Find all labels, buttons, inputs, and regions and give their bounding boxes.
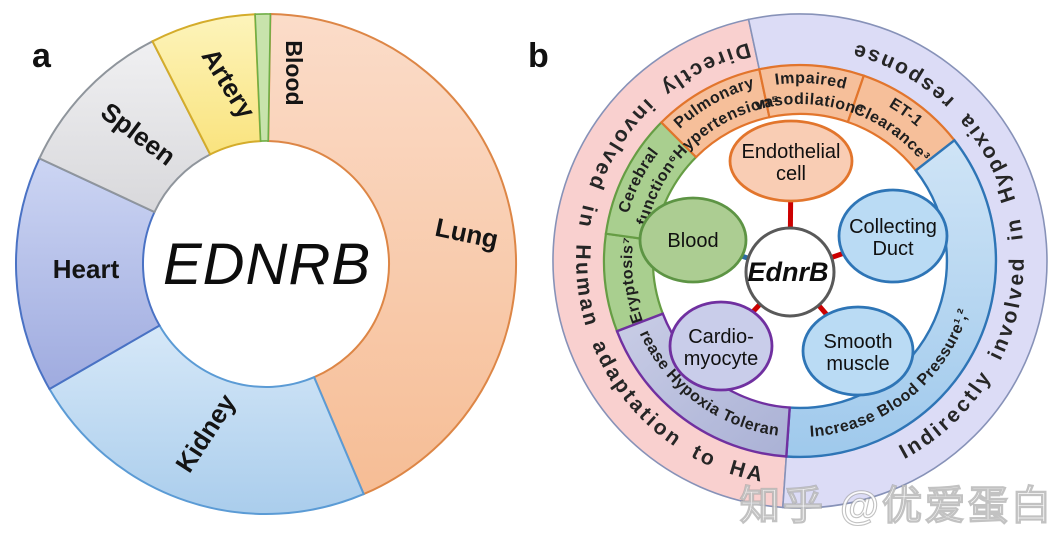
node-collecting-duct-label2: Duct bbox=[872, 238, 914, 260]
node-collecting-duct-label: Collecting bbox=[849, 216, 937, 238]
node-cardiomyocyte-label2: myocyte bbox=[684, 348, 758, 370]
node-endothelial-cell-label2: cell bbox=[776, 163, 806, 185]
panel-b-letter: b bbox=[528, 37, 549, 75]
node-smooth-muscle-label: Smooth bbox=[824, 331, 893, 353]
node-collecting-duct bbox=[837, 188, 949, 284]
node-cardiomyocyte-label: Cardio- bbox=[688, 326, 754, 348]
node-blood bbox=[638, 196, 748, 284]
node-cardiomyocyte bbox=[668, 300, 774, 392]
donut-segment-lung bbox=[267, 12, 518, 496]
cell-nodes: Endothelial cell Blood Collecting Duct S… bbox=[638, 119, 949, 397]
label-impaired-vasodilation: Impaired bbox=[774, 70, 849, 93]
segment-label-heart: Heart bbox=[53, 254, 120, 284]
hub-circle bbox=[744, 226, 836, 318]
panel-a-donut: Lung Kidney Heart Spleen Artery Blood ED… bbox=[15, 12, 518, 515]
segment-label-blood: Blood bbox=[281, 40, 307, 105]
node-smooth-muscle bbox=[801, 305, 915, 397]
node-endothelial-cell-label: Endothelial bbox=[742, 141, 841, 163]
panel-a-center-gene: EDNRB bbox=[163, 232, 371, 297]
node-blood-label: Blood bbox=[667, 230, 718, 252]
donut-segment-kidney bbox=[48, 324, 366, 515]
hub-gene-label: EdnrB bbox=[748, 257, 829, 287]
node-endothelial-cell bbox=[728, 119, 854, 203]
donut-segment-heart bbox=[15, 157, 161, 391]
panel-a-letter: a bbox=[32, 37, 52, 75]
donut-segment-blood bbox=[254, 13, 272, 142]
watermark: 知乎 @优爱蛋白 bbox=[740, 484, 1054, 528]
node-smooth-muscle-label2: muscle bbox=[826, 353, 889, 375]
